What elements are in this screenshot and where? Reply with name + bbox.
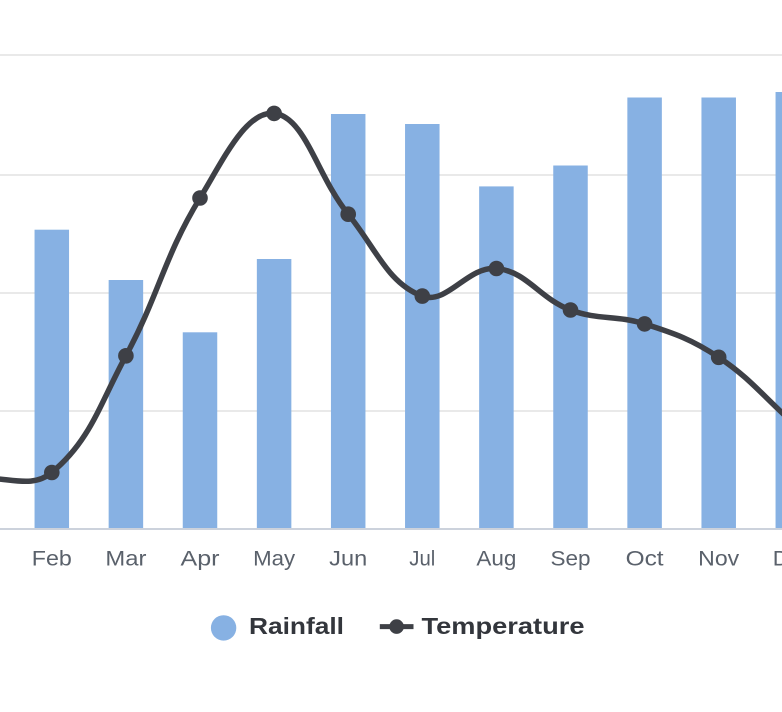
svg-text:Mar: Mar bbox=[105, 548, 146, 571]
svg-text:Feb: Feb bbox=[32, 548, 72, 571]
svg-text:Jul: Jul bbox=[409, 548, 435, 571]
svg-text:Apr: Apr bbox=[181, 548, 220, 571]
svg-text:Temperature: Temperature bbox=[422, 613, 585, 639]
svg-text:Rainfall: Rainfall bbox=[249, 613, 344, 639]
svg-text:Dec: Dec bbox=[773, 548, 782, 571]
svg-text:Oct: Oct bbox=[626, 548, 664, 571]
svg-text:Jun: Jun bbox=[329, 548, 367, 571]
svg-text:Sep: Sep bbox=[551, 548, 591, 571]
svg-text:May: May bbox=[253, 548, 296, 571]
svg-text:Nov: Nov bbox=[698, 548, 740, 571]
svg-text:Aug: Aug bbox=[476, 548, 516, 571]
